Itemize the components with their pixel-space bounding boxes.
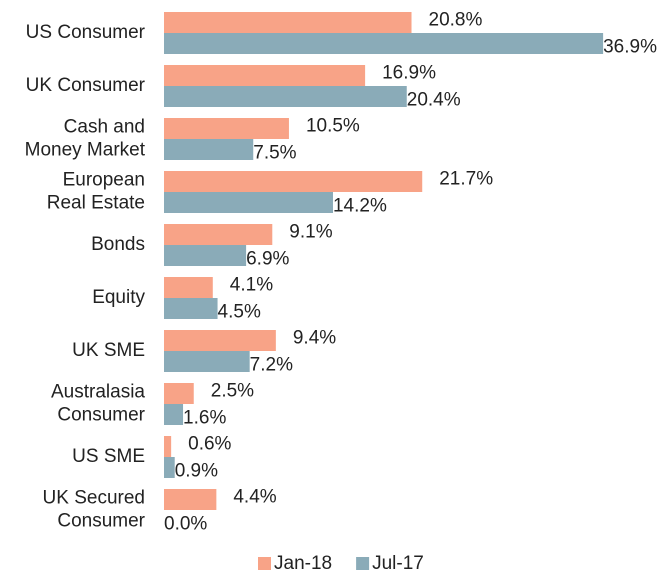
value-label: 14.2% bbox=[333, 196, 387, 217]
value-label: 21.7% bbox=[439, 169, 493, 190]
value-label: 9.4% bbox=[293, 328, 336, 349]
bar bbox=[164, 298, 218, 319]
category-label: European Real Estate bbox=[47, 170, 145, 214]
value-label: 10.5% bbox=[306, 116, 360, 137]
category-label: US Consumer bbox=[26, 22, 146, 43]
bar bbox=[164, 489, 217, 510]
bar bbox=[164, 330, 276, 351]
value-label: 2.5% bbox=[211, 381, 254, 402]
bar bbox=[164, 351, 250, 372]
category-label: US SME bbox=[72, 446, 145, 467]
value-label: 7.2% bbox=[250, 355, 293, 376]
category-label: Bonds bbox=[91, 234, 145, 255]
bar bbox=[164, 404, 184, 425]
legend-swatch bbox=[258, 557, 271, 570]
value-label: 20.8% bbox=[429, 10, 483, 31]
value-label: 4.4% bbox=[233, 487, 276, 508]
value-label: 16.9% bbox=[382, 63, 436, 84]
category-label: Equity bbox=[92, 287, 145, 308]
bar bbox=[164, 86, 407, 107]
value-label: 7.5% bbox=[253, 143, 296, 164]
bar bbox=[164, 33, 604, 54]
value-label: 9.1% bbox=[289, 222, 332, 243]
bar bbox=[164, 277, 213, 298]
category-label: UK Consumer bbox=[26, 75, 146, 96]
bar bbox=[164, 383, 194, 404]
bar bbox=[164, 171, 423, 192]
bar bbox=[164, 224, 273, 245]
bar bbox=[164, 245, 247, 266]
bar bbox=[164, 12, 412, 33]
legend-swatch bbox=[356, 557, 370, 570]
category-label: Australasia Consumer bbox=[51, 382, 146, 426]
value-label: 6.9% bbox=[246, 249, 289, 270]
category-label: UK SME bbox=[72, 340, 145, 361]
bar bbox=[164, 457, 175, 478]
bar bbox=[164, 65, 366, 86]
value-label: 0.0% bbox=[164, 514, 207, 535]
bar bbox=[164, 118, 289, 139]
value-label: 36.9% bbox=[603, 37, 657, 58]
legend-label: Jul-17 bbox=[372, 553, 424, 573]
value-label: 4.1% bbox=[230, 275, 273, 296]
category-label: Cash and Money Market bbox=[25, 117, 146, 161]
value-label: 0.6% bbox=[188, 434, 231, 455]
bar bbox=[164, 192, 333, 213]
value-label: 4.5% bbox=[218, 302, 261, 323]
bar bbox=[164, 436, 172, 457]
value-label: 1.6% bbox=[183, 408, 226, 429]
category-label: UK Secured Consumer bbox=[43, 488, 146, 532]
value-label: 20.4% bbox=[407, 90, 461, 111]
legend-label: Jan-18 bbox=[274, 553, 332, 573]
bar bbox=[164, 139, 254, 160]
value-label: 0.9% bbox=[175, 461, 218, 482]
